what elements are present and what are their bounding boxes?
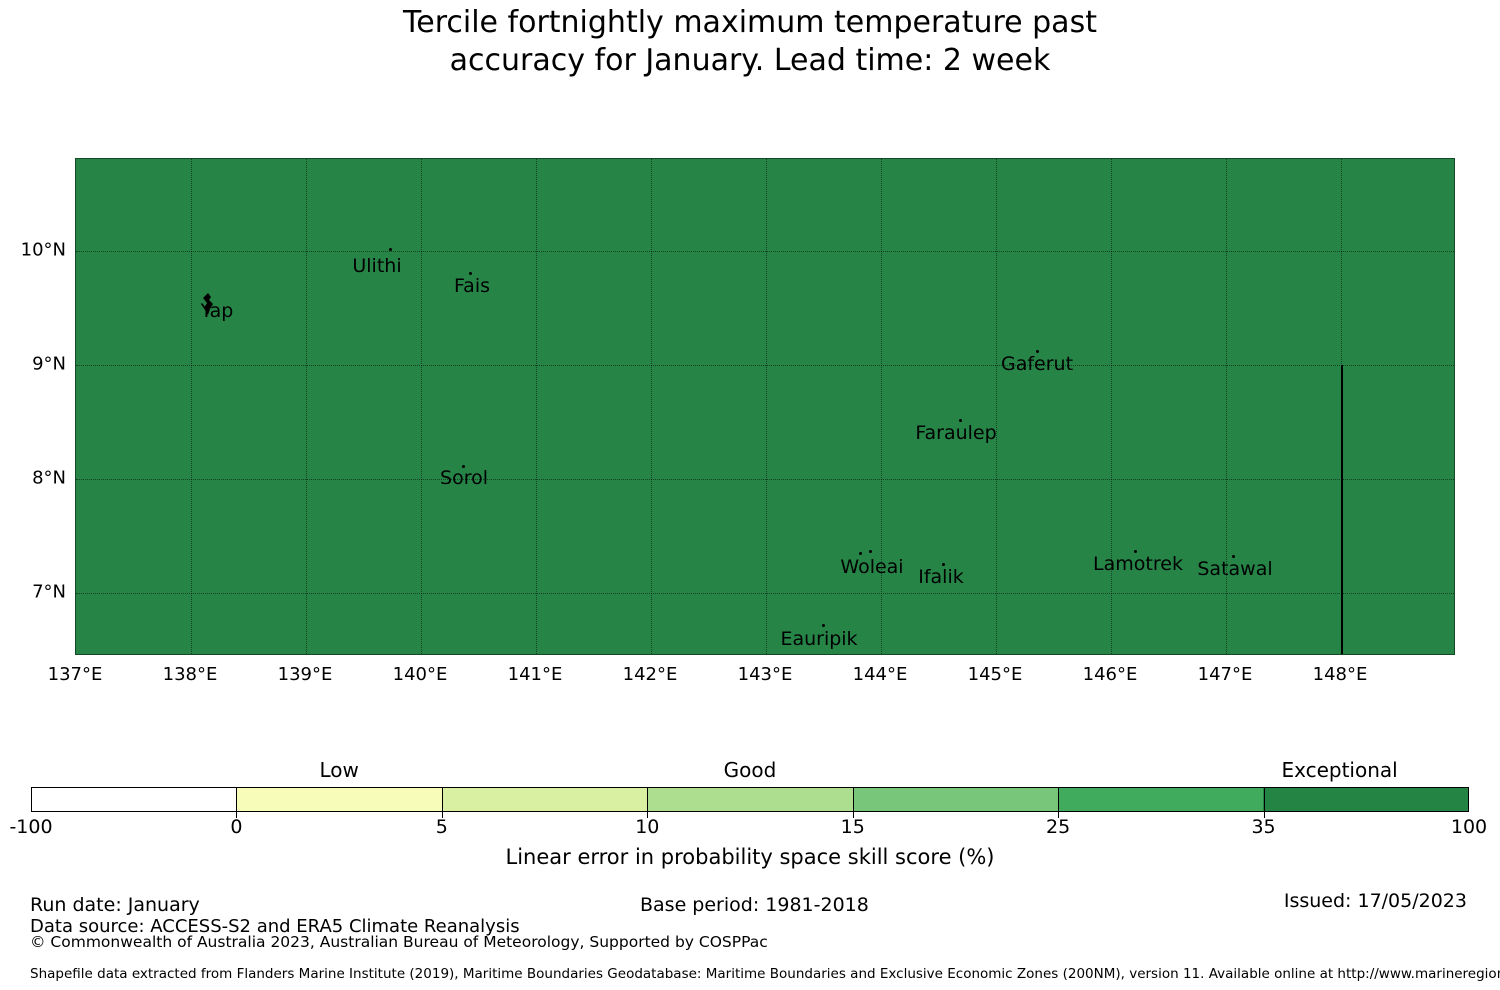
gridline-vertical xyxy=(881,159,882,654)
island-label: Satawal xyxy=(1197,558,1273,580)
gridline-horizontal xyxy=(76,479,1454,480)
gridline-horizontal xyxy=(76,593,1454,594)
colorbar-tick-label: 35 xyxy=(1251,816,1276,838)
colorbar-segment xyxy=(442,788,648,811)
gridline-vertical xyxy=(1111,159,1112,654)
island-dot-marker xyxy=(462,465,465,468)
island-label: Lamotrek xyxy=(1093,553,1183,575)
gridline-vertical xyxy=(766,159,767,654)
island-dot-marker xyxy=(942,563,945,566)
colorbar-tick-label: -100 xyxy=(9,816,53,838)
x-axis-tick-label: 144°E xyxy=(852,664,908,685)
x-axis-tick-label: 145°E xyxy=(967,664,1023,685)
y-axis-tick-label: 7°N xyxy=(32,581,66,603)
colorbar-tick-label: 10 xyxy=(635,816,660,838)
colorbar-segment xyxy=(32,788,238,811)
figure-title-line2: accuracy for January. Lead time: 2 week xyxy=(449,43,1051,78)
island-label: Woleai xyxy=(840,556,904,578)
yap-island-shape xyxy=(200,292,217,320)
footer-base-period: Base period: 1981-2018 xyxy=(640,894,869,916)
x-axis-tick-label: 147°E xyxy=(1197,664,1253,685)
colorbar-tick-label: 5 xyxy=(435,816,448,838)
colorbar-segment xyxy=(1262,788,1468,811)
x-axis-tick-label: 140°E xyxy=(392,664,448,685)
colorbar-boundary-tick xyxy=(1263,787,1265,818)
footer-data-source: Data source: ACCESS-S2 and ERA5 Climate … xyxy=(30,916,520,937)
colorbar-band-label: Good xyxy=(723,758,777,782)
island-dot-marker xyxy=(389,248,392,251)
gridline-vertical xyxy=(191,159,192,654)
gridline-horizontal xyxy=(76,251,1454,252)
x-axis-tick-label: 138°E xyxy=(162,664,218,685)
footer-shapefile-note: Shapefile data extracted from Flanders M… xyxy=(30,966,1500,982)
colorbar-tick-label: 0 xyxy=(230,816,243,838)
gridline-vertical xyxy=(421,159,422,654)
gridline-vertical xyxy=(651,159,652,654)
colorbar-segment xyxy=(1057,788,1263,811)
gridline-horizontal xyxy=(76,365,1454,366)
x-axis-tick-label: 148°E xyxy=(1312,664,1368,685)
x-axis-tick-label: 146°E xyxy=(1082,664,1138,685)
island-label: Eauripik xyxy=(780,628,858,650)
island-dot-marker xyxy=(822,624,825,627)
footer-run-date: Run date: January xyxy=(30,894,200,916)
island-dot-marker xyxy=(1134,550,1137,553)
colorbar-segment xyxy=(852,788,1058,811)
x-axis-tick-label: 143°E xyxy=(737,664,793,685)
gridline-vertical xyxy=(1226,159,1227,654)
y-axis-tick-label: 10°N xyxy=(20,239,66,261)
figure-title-line1: Tercile fortnightly maximum temperature … xyxy=(403,5,1097,40)
footer-copyright: © Commonwealth of Australia 2023, Austra… xyxy=(30,933,768,951)
gridline-vertical xyxy=(996,159,997,654)
gridline-vertical xyxy=(306,159,307,654)
island-dot-marker xyxy=(1036,350,1039,353)
x-axis-tick-label: 141°E xyxy=(507,664,563,685)
colorbar-boundary-tick xyxy=(647,787,649,818)
colorbar-tick-label: 15 xyxy=(840,816,865,838)
x-axis-tick-label: 137°E xyxy=(47,664,103,685)
island-dot-marker xyxy=(1232,555,1235,558)
x-axis-tick-label: 139°E xyxy=(277,664,333,685)
island-label: Fais xyxy=(453,275,491,297)
island-label: Ulithi xyxy=(352,255,402,277)
colorbar-boundary-tick xyxy=(852,787,854,818)
y-axis-tick-label: 9°N xyxy=(32,353,66,375)
colorbar-boundary-tick xyxy=(1058,787,1060,818)
colorbar-band-label: Exceptional xyxy=(1281,758,1398,782)
map-canvas: Yap Ulithi Fais Sorol Gaferut Faraulep Woleai I… xyxy=(75,158,1455,655)
colorbar-tick-label: 100 xyxy=(1450,816,1488,838)
island-label: Sorol xyxy=(440,467,488,489)
colorbar xyxy=(31,787,1469,812)
island-dot-marker xyxy=(469,272,472,275)
island-label: Faraulep xyxy=(915,422,997,444)
figure-title: Tercile fortnightly maximum temperature … xyxy=(0,4,1500,80)
eez-boundary-line xyxy=(1341,365,1343,654)
island-label: Ifalik xyxy=(918,566,964,588)
colorbar-segment xyxy=(647,788,853,811)
colorbar-segment xyxy=(237,788,443,811)
y-axis-tick-label: 8°N xyxy=(32,467,66,489)
colorbar-tick-label: 25 xyxy=(1046,816,1071,838)
gridline-vertical xyxy=(536,159,537,654)
island-dot-marker xyxy=(859,552,862,555)
colorbar-axis-label: Linear error in probability space skill … xyxy=(505,845,995,869)
colorbar-boundary-tick xyxy=(236,787,238,818)
island-dot-marker xyxy=(869,550,872,553)
x-axis-tick-label: 142°E xyxy=(622,664,678,685)
colorbar-band-label: Low xyxy=(319,758,359,782)
footer-issued-date: Issued: 17/05/2023 xyxy=(1283,890,1467,912)
colorbar-boundary-tick xyxy=(441,787,443,818)
island-label: Gaferut xyxy=(1000,353,1074,375)
island-dot-marker xyxy=(959,419,962,422)
